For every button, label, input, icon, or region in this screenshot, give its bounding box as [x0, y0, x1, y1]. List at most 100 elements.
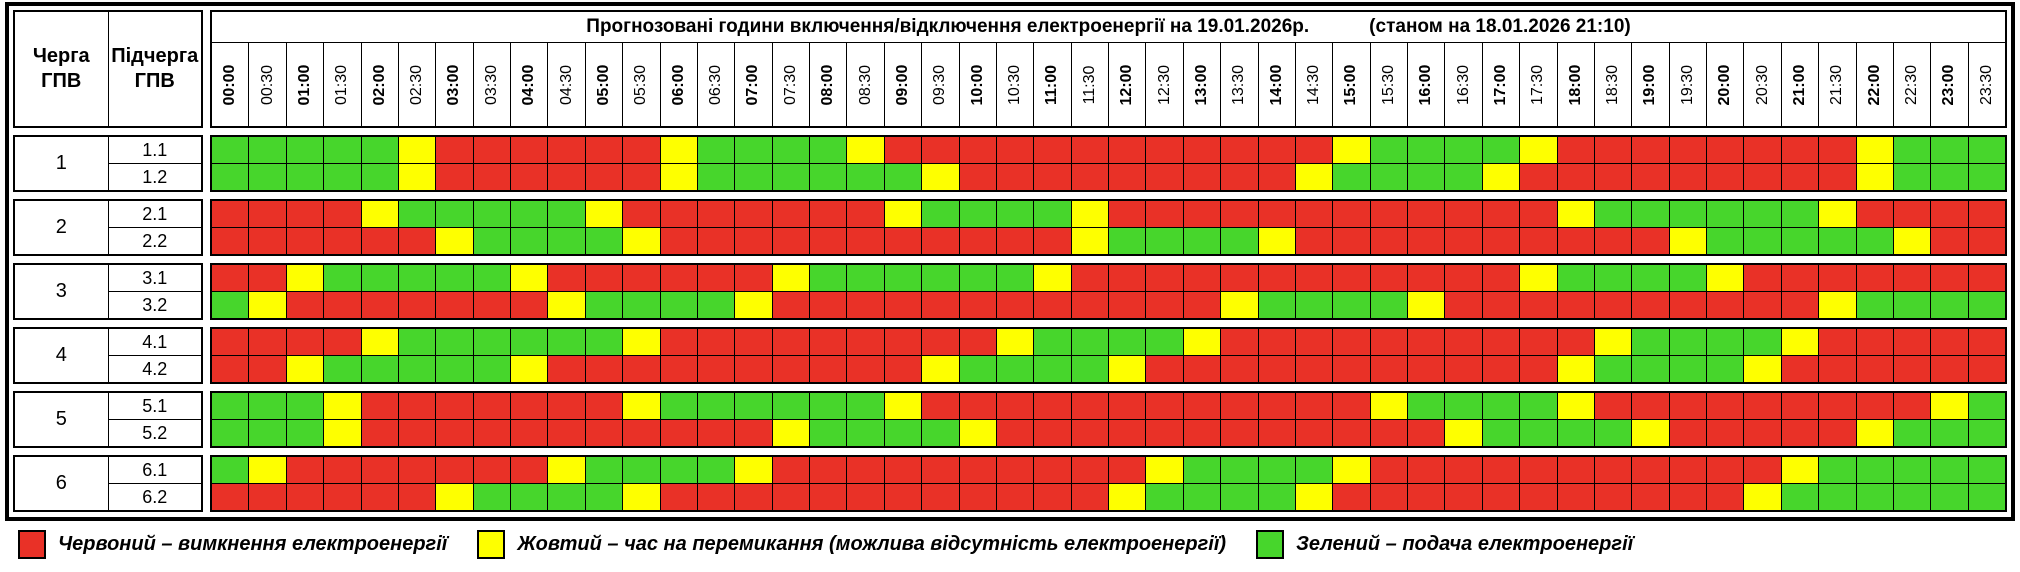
- schedule-cell: [473, 484, 510, 510]
- time-slot-label: 05:00: [594, 64, 612, 105]
- time-slot-header: 04:00: [511, 43, 548, 126]
- schedule-cell: [1408, 265, 1445, 291]
- schedule-cell: [1333, 292, 1370, 318]
- schedule-cell: [1893, 420, 1931, 446]
- schedule-cell: [1632, 265, 1669, 291]
- schedule-cell: [1370, 457, 1407, 483]
- schedule-cell: [1333, 164, 1370, 190]
- time-slot-label: 09:00: [893, 64, 911, 105]
- time-slot-label: 02:30: [408, 64, 426, 105]
- schedule-cell: [585, 356, 623, 382]
- schedule-cell: [847, 265, 884, 291]
- schedule-cell: [1632, 484, 1669, 510]
- schedule-cell: [1258, 292, 1295, 318]
- schedule-cell: [1482, 164, 1520, 190]
- schedule-cell: [511, 484, 548, 510]
- time-slot-label: 14:00: [1267, 64, 1285, 105]
- schedule-cell: [1333, 329, 1370, 355]
- schedule-cell: [922, 228, 959, 254]
- schedule-cell: [772, 292, 809, 318]
- schedule-cell: [1893, 201, 1931, 227]
- queue-label-panel: 3 3.1 3.2: [13, 263, 203, 320]
- time-slot-label: 15:30: [1379, 64, 1397, 105]
- schedule-cell: [1482, 484, 1520, 510]
- schedule-cell: [847, 292, 884, 318]
- schedule-cell: [1781, 420, 1819, 446]
- schedule-cell: [996, 137, 1034, 163]
- schedule-cell: [473, 329, 510, 355]
- schedule-cell: [436, 201, 473, 227]
- schedule-cell: [1557, 164, 1594, 190]
- schedule-cell: [1669, 457, 1706, 483]
- schedule-cell: [1034, 484, 1071, 510]
- schedule-cell: [398, 265, 436, 291]
- schedule-cell: [585, 420, 623, 446]
- schedule-grid: [210, 199, 2007, 256]
- schedule-cell: [361, 137, 398, 163]
- schedule-cell: [1893, 265, 1931, 291]
- subqueue-column-header: Підчерга ГПВ: [108, 12, 201, 126]
- schedule-cell: [473, 356, 510, 382]
- schedule-cell: [1744, 201, 1781, 227]
- queue-number: 2: [15, 201, 108, 254]
- schedule-cell: [697, 329, 735, 355]
- schedule-cell: [212, 457, 249, 483]
- time-slot-label: 07:00: [744, 64, 762, 105]
- schedule-cell: [324, 393, 361, 419]
- schedule-cell: [1071, 292, 1108, 318]
- time-slot-header: 11:30: [1071, 43, 1108, 126]
- queue-block: 5 5.1 5.2: [13, 391, 2007, 448]
- time-slot-label: 00:00: [221, 64, 239, 105]
- schedule-cell: [511, 137, 548, 163]
- schedule-cell: [1707, 329, 1744, 355]
- schedule-cell: [623, 164, 660, 190]
- schedule-cell: [810, 201, 847, 227]
- schedule-cell: [1744, 164, 1781, 190]
- schedule-cell: [1856, 393, 1893, 419]
- schedule-cell: [548, 393, 585, 419]
- schedule-cell: [1520, 329, 1557, 355]
- schedule-cell: [810, 484, 847, 510]
- schedule-cell: [735, 420, 772, 446]
- schedule-cell: [249, 329, 286, 355]
- schedule-cell: [1370, 356, 1407, 382]
- schedule-cell: [324, 484, 361, 510]
- schedule-cell: [1931, 137, 1968, 163]
- schedule-cell: [511, 164, 548, 190]
- time-slot-label: 23:30: [1977, 64, 1995, 105]
- schedule-cell: [286, 393, 324, 419]
- schedule-cell: [1931, 420, 1968, 446]
- time-slot-label: 12:00: [1118, 64, 1136, 105]
- schedule-cell: [1408, 329, 1445, 355]
- subqueue-label: 3.1: [108, 265, 201, 291]
- schedule-cell: [1707, 393, 1744, 419]
- schedule-cell: [1707, 420, 1744, 446]
- schedule-cell: [1781, 228, 1819, 254]
- schedule-cell: [436, 164, 473, 190]
- schedule-cell: [1071, 457, 1108, 483]
- legend-text: Червоний – вимкнення електроенергії: [58, 533, 448, 555]
- schedule-cell: [1183, 292, 1221, 318]
- schedule-cell: [1819, 292, 1856, 318]
- schedule-cell: [922, 420, 959, 446]
- legend-text: Жовтий – час на перемикання (можлива від…: [517, 533, 1227, 555]
- schedule-cell: [548, 356, 585, 382]
- schedule-cell: [1856, 457, 1893, 483]
- schedule-cell: [959, 329, 996, 355]
- schedule-cell: [1221, 292, 1258, 318]
- schedule-cell: [1183, 484, 1221, 510]
- schedule-cell: [473, 420, 510, 446]
- schedule-cell: [1856, 292, 1893, 318]
- schedule-cell: [1594, 484, 1632, 510]
- schedule-cell: [847, 356, 884, 382]
- schedule-cell: [585, 164, 623, 190]
- schedule-cell: [1669, 393, 1706, 419]
- schedule-cell: [361, 164, 398, 190]
- queue-number: 6: [15, 457, 108, 510]
- schedule-cell: [1781, 201, 1819, 227]
- time-slot-header: 12:00: [1109, 43, 1146, 126]
- schedule-cell: [1408, 356, 1445, 382]
- schedule-cell: [660, 265, 697, 291]
- schedule-cell: [398, 228, 436, 254]
- schedule-cell: [959, 420, 996, 446]
